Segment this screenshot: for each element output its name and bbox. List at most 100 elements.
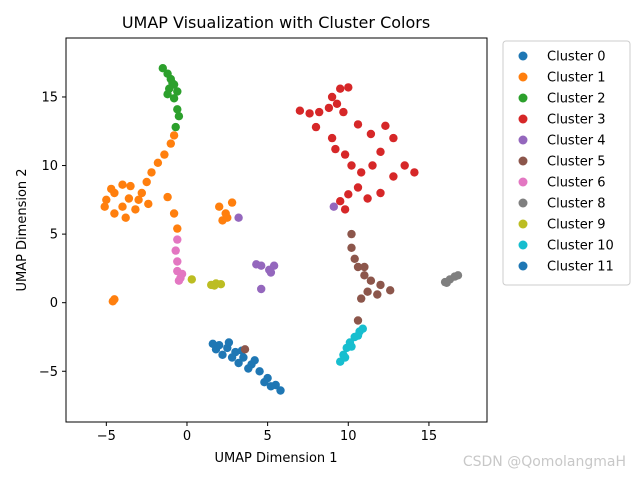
scatter-point: [174, 276, 184, 285]
scatter-point: [315, 107, 324, 117]
scatter-point: [158, 63, 167, 73]
scatter-point: [376, 147, 385, 156]
legend-label: Cluster 0: [547, 50, 606, 65]
scatter-point: [173, 87, 182, 96]
scatter-point: [353, 316, 363, 325]
legend-label: Cluster 10: [547, 239, 614, 254]
scatter-point: [215, 202, 224, 211]
y-tick-label: 10: [41, 159, 58, 174]
scatter-point: [327, 133, 337, 143]
scatter-point: [266, 382, 276, 391]
x-tick-label: 10: [340, 429, 357, 444]
scatter-point: [357, 168, 366, 177]
scatter-point: [336, 197, 345, 206]
y-tick-label: 5: [50, 228, 58, 243]
scatter-point: [276, 386, 285, 395]
scatter-point: [353, 120, 363, 129]
y-tick-label: −5: [39, 365, 58, 380]
scatter-point: [257, 261, 266, 270]
scatter-point: [171, 246, 180, 255]
scatter-point: [347, 161, 356, 170]
scatter-point: [239, 353, 248, 362]
y-tick-label: 0: [50, 296, 58, 311]
x-tick-label: 0: [183, 429, 191, 444]
scatter-point: [244, 364, 253, 373]
scatter-point: [366, 276, 376, 285]
legend-label: Cluster 9: [547, 218, 606, 233]
scatter-point: [339, 107, 348, 117]
scatter-point: [386, 286, 395, 295]
legend-marker: [518, 261, 528, 271]
scatter-point: [373, 290, 382, 299]
scatter-point: [376, 280, 385, 290]
scatter-point: [216, 280, 226, 289]
scatter-point: [153, 158, 163, 167]
scatter-point: [358, 324, 367, 333]
scatter-point: [336, 84, 345, 93]
scatter-point: [363, 194, 372, 203]
plot-frame: [65, 37, 488, 423]
legend-marker: [518, 240, 528, 250]
scatter-point: [134, 195, 143, 204]
chart-title: UMAP Visualization with Cluster Colors: [122, 13, 430, 32]
scatter-point: [257, 284, 266, 294]
scatter-point: [227, 353, 237, 362]
scatter-point: [218, 350, 227, 359]
scatter-point: [169, 131, 179, 140]
scatter-point: [107, 184, 116, 194]
scatter-point: [376, 188, 385, 198]
legend-marker: [518, 93, 528, 103]
scatter-point: [360, 271, 369, 280]
legend-marker: [518, 198, 528, 208]
scatter-point: [305, 109, 314, 118]
scatter-point: [118, 202, 127, 211]
scatter-point: [324, 103, 334, 113]
scatter-point: [331, 144, 340, 154]
scatter-point: [340, 353, 350, 362]
scatter-point: [147, 168, 156, 177]
scatter-point: [144, 199, 153, 209]
scatter-point: [269, 261, 279, 270]
scatter-point: [131, 205, 140, 214]
scatter-point: [389, 172, 398, 181]
scatter-point: [329, 202, 338, 211]
scatter-point: [344, 190, 353, 199]
scatter-point: [295, 106, 305, 115]
plot-area: [100, 63, 463, 395]
scatter-point: [102, 195, 111, 204]
legend-marker: [518, 156, 528, 166]
y-axis-label: UMAP Dimension 2: [15, 168, 30, 291]
scatter-point: [353, 183, 363, 192]
scatter-point: [400, 161, 409, 170]
legend-label: Cluster 11: [547, 260, 614, 275]
scatter-point: [366, 129, 376, 139]
scatter-point: [177, 269, 187, 279]
scatter-point: [344, 83, 353, 92]
legend-label: Cluster 1: [547, 71, 606, 86]
scatter-point: [223, 213, 232, 222]
scatter-point: [163, 192, 172, 202]
legend-marker: [518, 72, 528, 82]
legend-marker: [518, 114, 528, 124]
scatter-point: [260, 378, 269, 387]
scatter-point: [266, 268, 276, 277]
scatter-point: [118, 180, 127, 189]
x-tick-label: 5: [263, 429, 271, 444]
scatter-point: [137, 188, 146, 198]
axes: −5 0 5 10 15 −5 0 5 10 15: [39, 90, 437, 444]
scatter-point: [208, 339, 217, 348]
scatter-point: [168, 79, 177, 88]
scatter-point: [340, 205, 350, 214]
scatter-point: [347, 243, 356, 252]
scatter-point: [311, 122, 321, 132]
scatter-point: [171, 122, 180, 132]
scatter-point: [100, 202, 109, 211]
scatter-point: [142, 177, 151, 187]
scatter-point: [347, 229, 356, 239]
y-tick-label: 15: [41, 90, 58, 105]
scatter-point: [124, 194, 134, 203]
x-tick-label: −5: [97, 429, 116, 444]
scatter-point: [169, 209, 179, 218]
scatter-point: [160, 150, 169, 159]
